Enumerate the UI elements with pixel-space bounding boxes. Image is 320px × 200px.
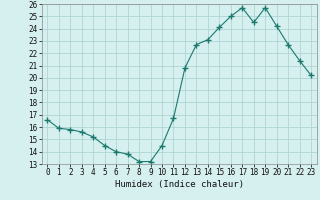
X-axis label: Humidex (Indice chaleur): Humidex (Indice chaleur) [115, 180, 244, 189]
